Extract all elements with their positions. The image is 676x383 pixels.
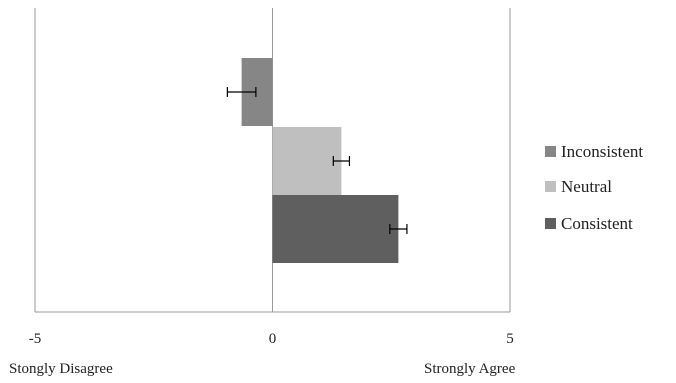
legend-swatch-neutral <box>545 181 556 192</box>
scale-anchor-right-label: Strongly Agree <box>424 361 516 377</box>
legend-label-neutral: Neutral <box>561 177 612 196</box>
error-bar-consistent <box>389 224 408 234</box>
legend-label-inconsistent: Inconsistent <box>561 142 643 161</box>
x-tick-label: 0 <box>269 331 277 347</box>
bars-layer <box>226 58 408 263</box>
x-tick-label: 5 <box>506 331 514 347</box>
legend-swatch-inconsistent <box>545 146 556 157</box>
error-bar-inconsistent <box>226 87 257 97</box>
legend: Inconsistent Neutral Consistent <box>545 142 643 233</box>
legend-label-consistent: Consistent <box>561 214 633 233</box>
scale-anchor-left-label: Stongly Disagree <box>9 361 113 377</box>
bar-consistent <box>272 195 399 263</box>
error-bar-neutral <box>332 156 351 166</box>
bar-neutral <box>272 127 342 195</box>
x-tick-label: -5 <box>29 331 42 347</box>
x-tick-labels: -5 0 5 <box>29 331 514 347</box>
legend-swatch-consistent <box>545 218 556 229</box>
